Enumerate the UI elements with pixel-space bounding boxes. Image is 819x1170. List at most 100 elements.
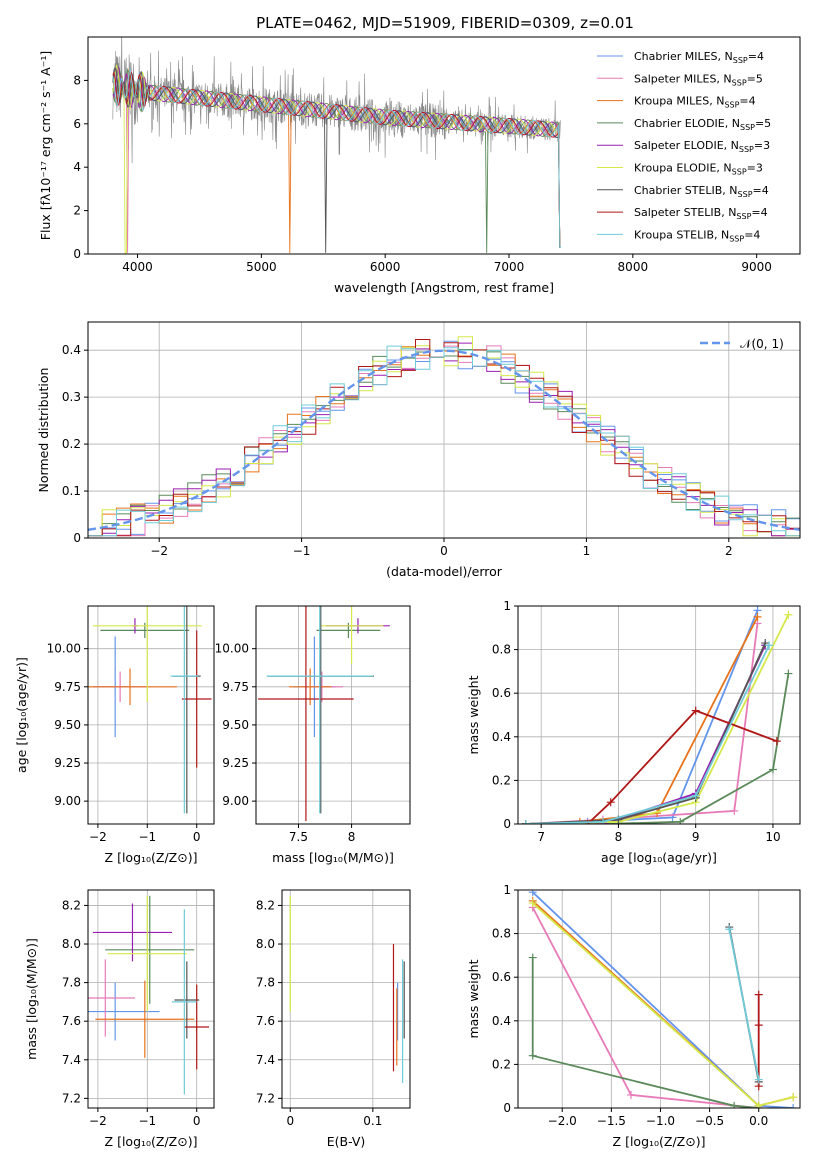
axes-frame (517, 889, 801, 1109)
x-tick-label: 1 (583, 544, 591, 558)
panel-age_vs_mass: 7.5 8 9.00 9.25 9.50 9.75 10.00 mass [log₁₀(M/M… (215, 605, 411, 865)
y-tick-label: 7.4 (256, 1053, 275, 1067)
x-tick-label: 8000 (618, 260, 649, 274)
panel-residuals: −2 −1 0 1 2 0 0.1 0.2 0.3 0.4 (data-model)/error No… (36, 321, 801, 579)
tick-group: −2 −1 0 1 2 0 0.1 0.2 0.3 0.4 (62, 343, 733, 558)
error-bar-point (316, 622, 381, 639)
tick-group: −2 −1 0 9.00 9.25 9.50 9.75 10.00 (47, 642, 201, 844)
plot-area (521, 606, 793, 824)
axes-frame (255, 605, 411, 825)
plot-area (88, 336, 800, 537)
weight-marker (676, 817, 685, 824)
y-tick-label: 0.2 (492, 1057, 511, 1071)
x-axis-label: wavelength [Angstrom, rest frame] (334, 280, 554, 295)
x-tick-label: −1.0 (646, 1114, 675, 1128)
legend-label: Salpeter STELIB, NSSP=4 (634, 206, 768, 221)
x-tick-label: 2 (725, 544, 733, 558)
y-tick-label: 0.3 (62, 390, 81, 404)
x-axis-label: age [log₁₀(age/yr)] (601, 850, 717, 865)
x-tick-label: −1 (293, 544, 311, 558)
x-tick-label: −2 (150, 544, 168, 558)
error-bar-point (258, 606, 354, 821)
weight-marker (784, 610, 793, 619)
grid-lines (282, 890, 410, 1108)
y-tick-label: 8.2 (256, 898, 275, 912)
x-tick-label: 0 (193, 830, 201, 844)
axes-frame (87, 36, 801, 255)
x-tick-label: −2 (89, 830, 107, 844)
weight-marker (753, 612, 762, 621)
weight-series-line (525, 614, 790, 824)
error-bar-point (92, 903, 172, 962)
weight-series-line (532, 891, 794, 1108)
error-bar-point (107, 895, 187, 1012)
y-axis-label: Normed distribution (36, 368, 51, 493)
x-tick-label: −2 (89, 1114, 107, 1128)
x-tick-label: 0.0 (749, 1114, 768, 1128)
x-tick-label: 10 (765, 830, 780, 844)
y-tick-label: 9.25 (222, 756, 249, 770)
weight-marker (772, 737, 781, 746)
x-tick-label: −1 (138, 830, 156, 844)
x-tick-label: 9000 (741, 260, 772, 274)
plot-area (112, 37, 562, 254)
y-tick-label: 2 (73, 204, 81, 218)
panel-mass_vs_Z: −2 −1 0 7.2 7.4 7.6 7.8 8.0 8.2 Z [log₁₀(Z/Z⊙)] ma… (24, 889, 215, 1149)
y-tick-label: 7.4 (62, 1053, 81, 1067)
panel-weight_vs_age: 7 8 9 10 0 0.2 0.4 0.6 0.8 1 age [log₁₀(age/yr)] ma… (466, 599, 801, 865)
y-tick-label: 7.2 (256, 1091, 275, 1105)
panel-age_vs_Z: −2 −1 0 9.00 9.25 9.50 9.75 10.00 Z [log₁₀(Z/Z⊙)… (14, 605, 215, 865)
weight-marker (754, 1021, 763, 1030)
tick-group: −2.0 −1.5 −1.0 −0.5 0.0 0 0.2 0.4 0.6 0.8 1 (492, 883, 768, 1128)
weight-marker (765, 641, 774, 650)
model-spectrum-line (112, 70, 561, 248)
y-tick-label: 8.0 (256, 937, 275, 951)
weight-marker (598, 817, 607, 824)
x-axis-label: Z [log₁₀(Z/Z⊙)] (105, 850, 198, 865)
weight-marker (784, 669, 793, 678)
y-tick-label: 0.4 (492, 730, 511, 744)
error-bar-point (181, 630, 212, 768)
x-tick-label: −0.5 (695, 1114, 724, 1128)
weight-series-line (525, 644, 770, 824)
y-tick-label: 0.6 (492, 970, 511, 984)
weight-series-line (531, 906, 759, 1108)
error-bar-point (319, 606, 384, 664)
y-tick-label: 0.4 (492, 1014, 511, 1028)
legend-label: Chabrier ELODIE, NSSP=5 (634, 117, 771, 132)
weight-marker (730, 806, 739, 815)
tick-group: 0 0.1 7.2 7.4 7.6 7.8 8.0 8.2 (256, 898, 382, 1128)
legend-label: Kroupa ELODIE, NSSP=3 (634, 162, 763, 177)
x-tick-label: 7 (537, 830, 545, 844)
y-axis-label: mass weight (466, 675, 481, 754)
y-tick-label: 9.00 (222, 794, 249, 808)
axes-frame (87, 889, 215, 1109)
y-axis-label: Flux [fλ10⁻¹⁷ erg cm⁻² s⁻¹ A⁻¹] (38, 51, 53, 240)
x-tick-label: 5000 (246, 260, 277, 274)
y-tick-label: 1 (503, 883, 511, 897)
x-tick-label: 7000 (494, 260, 525, 274)
y-tick-label: 0 (73, 531, 81, 545)
panel-weight_vs_Z: −2.0 −1.5 −1.0 −0.5 0.0 0 0.2 0.4 0.6 0.8 1 Z [log₁… (466, 883, 801, 1149)
error-bar-point (92, 606, 202, 703)
error-bar-point (184, 984, 210, 1070)
y-tick-label: 8 (73, 73, 81, 87)
y-tick-label: 6 (73, 117, 81, 131)
tick-group: 7 8 9 10 0 0.2 0.4 0.6 0.8 1 (492, 599, 781, 844)
y-tick-label: 0 (73, 247, 81, 261)
weight-marker (691, 706, 700, 715)
weight-marker (789, 1104, 798, 1108)
y-tick-label: 9.50 (222, 718, 249, 732)
grid-lines (518, 605, 800, 825)
weight-marker (606, 798, 615, 807)
error-bar-point (288, 668, 332, 706)
legend-label: Kroupa MILES, NSSP=4 (634, 95, 756, 110)
x-tick-label: 0 (286, 1114, 294, 1128)
y-tick-label: 0 (503, 1101, 511, 1115)
y-tick-label: 9.50 (54, 718, 81, 732)
weight-marker (528, 1051, 537, 1060)
chart-title: PLATE=0462, MJD=51909, FIBERID=0309, z=0… (256, 14, 634, 32)
axes-frame (87, 605, 215, 825)
grid-lines (88, 606, 214, 824)
